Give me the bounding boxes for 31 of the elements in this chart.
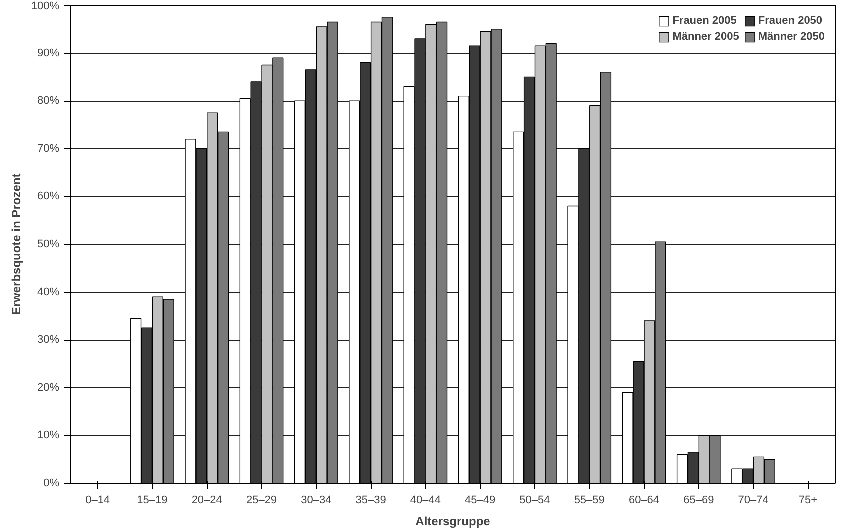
- y-tick-label: 0%: [44, 478, 60, 490]
- x-tick-label: 70–74: [738, 494, 769, 506]
- legend-label: Frauen 2005: [672, 15, 737, 27]
- x-tick-label: 75+: [798, 494, 818, 506]
- legend-label: Männer 2005: [672, 31, 740, 43]
- x-tick-label: 15–19: [137, 494, 168, 506]
- x-tick-label: 35–39: [356, 494, 386, 506]
- x-tick-label: 20–24: [192, 494, 222, 506]
- x-tick-label: 55–59: [574, 494, 605, 506]
- legend-label: Männer 2050: [758, 31, 825, 43]
- y-tick-label: 100%: [31, 0, 60, 12]
- y-tick-label: 50%: [37, 238, 60, 250]
- y-tick-label: 70%: [37, 142, 60, 155]
- y-axis-title: Erwerbsquote in Prozent: [9, 174, 24, 316]
- x-axis-title: Altersgruppe: [416, 514, 491, 528]
- legend-label: Frauen 2050: [758, 15, 823, 27]
- x-tick-label: 60–64: [628, 494, 660, 506]
- x-tick-label: 45–49: [465, 494, 496, 506]
- x-tick-label: 30–34: [301, 494, 332, 506]
- x-tick-label: 40–44: [410, 494, 441, 506]
- y-tick-label: 30%: [37, 334, 60, 346]
- x-tick-label: 0–14: [86, 494, 110, 506]
- x-tick-label: 65–69: [684, 494, 714, 506]
- y-tick-label: 80%: [37, 95, 60, 108]
- y-tick-label: 10%: [37, 430, 60, 442]
- y-tick-label: 40%: [37, 286, 60, 298]
- x-tick-label: 25–29: [246, 494, 278, 506]
- y-tick-label: 90%: [37, 47, 60, 60]
- y-tick-label: 20%: [37, 382, 60, 394]
- x-tick-label: 50–54: [520, 494, 550, 506]
- y-tick-label: 60%: [37, 190, 60, 203]
